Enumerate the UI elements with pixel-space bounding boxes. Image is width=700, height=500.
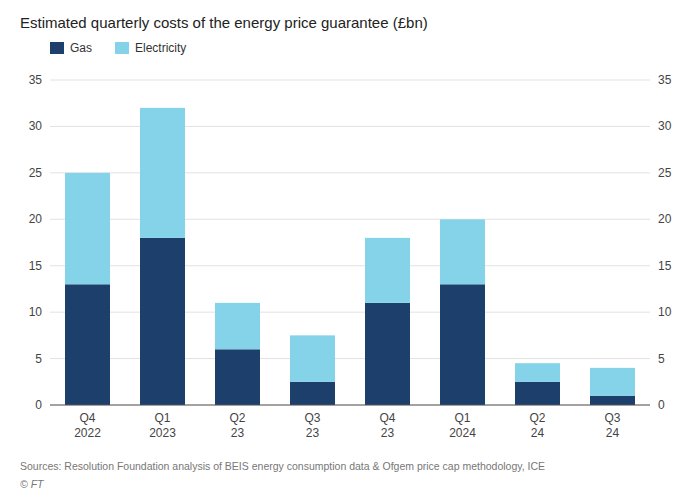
x-tick-line: Q3 xyxy=(304,411,320,425)
x-tick-line: Q1 xyxy=(454,411,470,425)
x-axis-line xyxy=(50,405,650,406)
grid-line xyxy=(50,80,650,81)
legend-label: Gas xyxy=(70,41,92,55)
y2-tick-label: 30 xyxy=(658,119,672,133)
x-tick-label: Q423 xyxy=(379,411,395,440)
legend-swatch xyxy=(115,42,129,54)
x-tick-line: Q3 xyxy=(604,411,620,425)
y-tick-label: 35 xyxy=(29,73,43,87)
x-tick-line: 24 xyxy=(606,426,620,440)
bar xyxy=(590,368,635,396)
bar xyxy=(290,335,335,381)
bar xyxy=(590,396,635,405)
y-tick-label: 5 xyxy=(35,352,42,366)
title: Estimated quarterly costs of the energy … xyxy=(20,14,428,31)
y-tick-label: 25 xyxy=(29,166,43,180)
y-tick-label: 0 xyxy=(35,398,42,412)
x-tick-label: Q12024 xyxy=(449,411,476,440)
x-tick-label: Q324 xyxy=(604,411,620,440)
x-tick-label: Q42022 xyxy=(74,411,101,440)
x-tick-label: Q12023 xyxy=(149,411,176,440)
x-tick-line: 23 xyxy=(231,426,245,440)
background xyxy=(0,0,700,500)
x-tick-label: Q223 xyxy=(229,411,245,440)
y2-tick-label: 15 xyxy=(658,259,672,273)
bar xyxy=(290,382,335,405)
bar xyxy=(515,382,560,405)
bar xyxy=(65,173,110,284)
y-tick-label: 20 xyxy=(29,212,43,226)
x-tick-label: Q323 xyxy=(304,411,320,440)
bar xyxy=(515,363,560,382)
y2-tick-label: 0 xyxy=(658,398,665,412)
x-tick-line: 2023 xyxy=(149,426,176,440)
x-tick-line: 2024 xyxy=(449,426,476,440)
bar xyxy=(215,349,260,405)
bar xyxy=(140,108,185,238)
y2-tick-label: 10 xyxy=(658,305,672,319)
bar xyxy=(140,238,185,405)
bar xyxy=(440,284,485,405)
y-tick-label: 30 xyxy=(29,119,43,133)
y2-tick-label: 20 xyxy=(658,212,672,226)
legend-item: Electricity xyxy=(115,41,186,55)
grid-line xyxy=(50,405,650,406)
y-tick-label: 15 xyxy=(29,259,43,273)
y2-tick-label: 25 xyxy=(658,166,672,180)
x-tick-line: Q2 xyxy=(229,411,245,425)
x-tick-line: 24 xyxy=(531,426,545,440)
legend-swatch xyxy=(50,42,64,54)
bar xyxy=(365,303,410,405)
x-tick-line: 2022 xyxy=(74,426,101,440)
bar xyxy=(365,238,410,303)
chart: Estimated quarterly costs of the energy … xyxy=(0,0,700,500)
bar xyxy=(440,219,485,284)
x-tick-line: Q1 xyxy=(154,411,170,425)
legend-item: Gas xyxy=(50,41,92,55)
legend-label: Electricity xyxy=(135,41,186,55)
x-tick-line: 23 xyxy=(381,426,395,440)
bars xyxy=(65,108,635,405)
x-tick-label: Q224 xyxy=(529,411,545,440)
y-tick-label: 10 xyxy=(29,305,43,319)
bar xyxy=(215,303,260,349)
x-tick-line: 23 xyxy=(306,426,320,440)
bar xyxy=(65,284,110,405)
x-tick-line: Q4 xyxy=(79,411,95,425)
source: Sources: Resolution Foundation analysis … xyxy=(20,460,545,472)
footer: © FT xyxy=(20,478,45,490)
y2-tick-label: 5 xyxy=(658,352,665,366)
x-tick-line: Q2 xyxy=(529,411,545,425)
x-tick-line: Q4 xyxy=(379,411,395,425)
y2-tick-label: 35 xyxy=(658,73,672,87)
